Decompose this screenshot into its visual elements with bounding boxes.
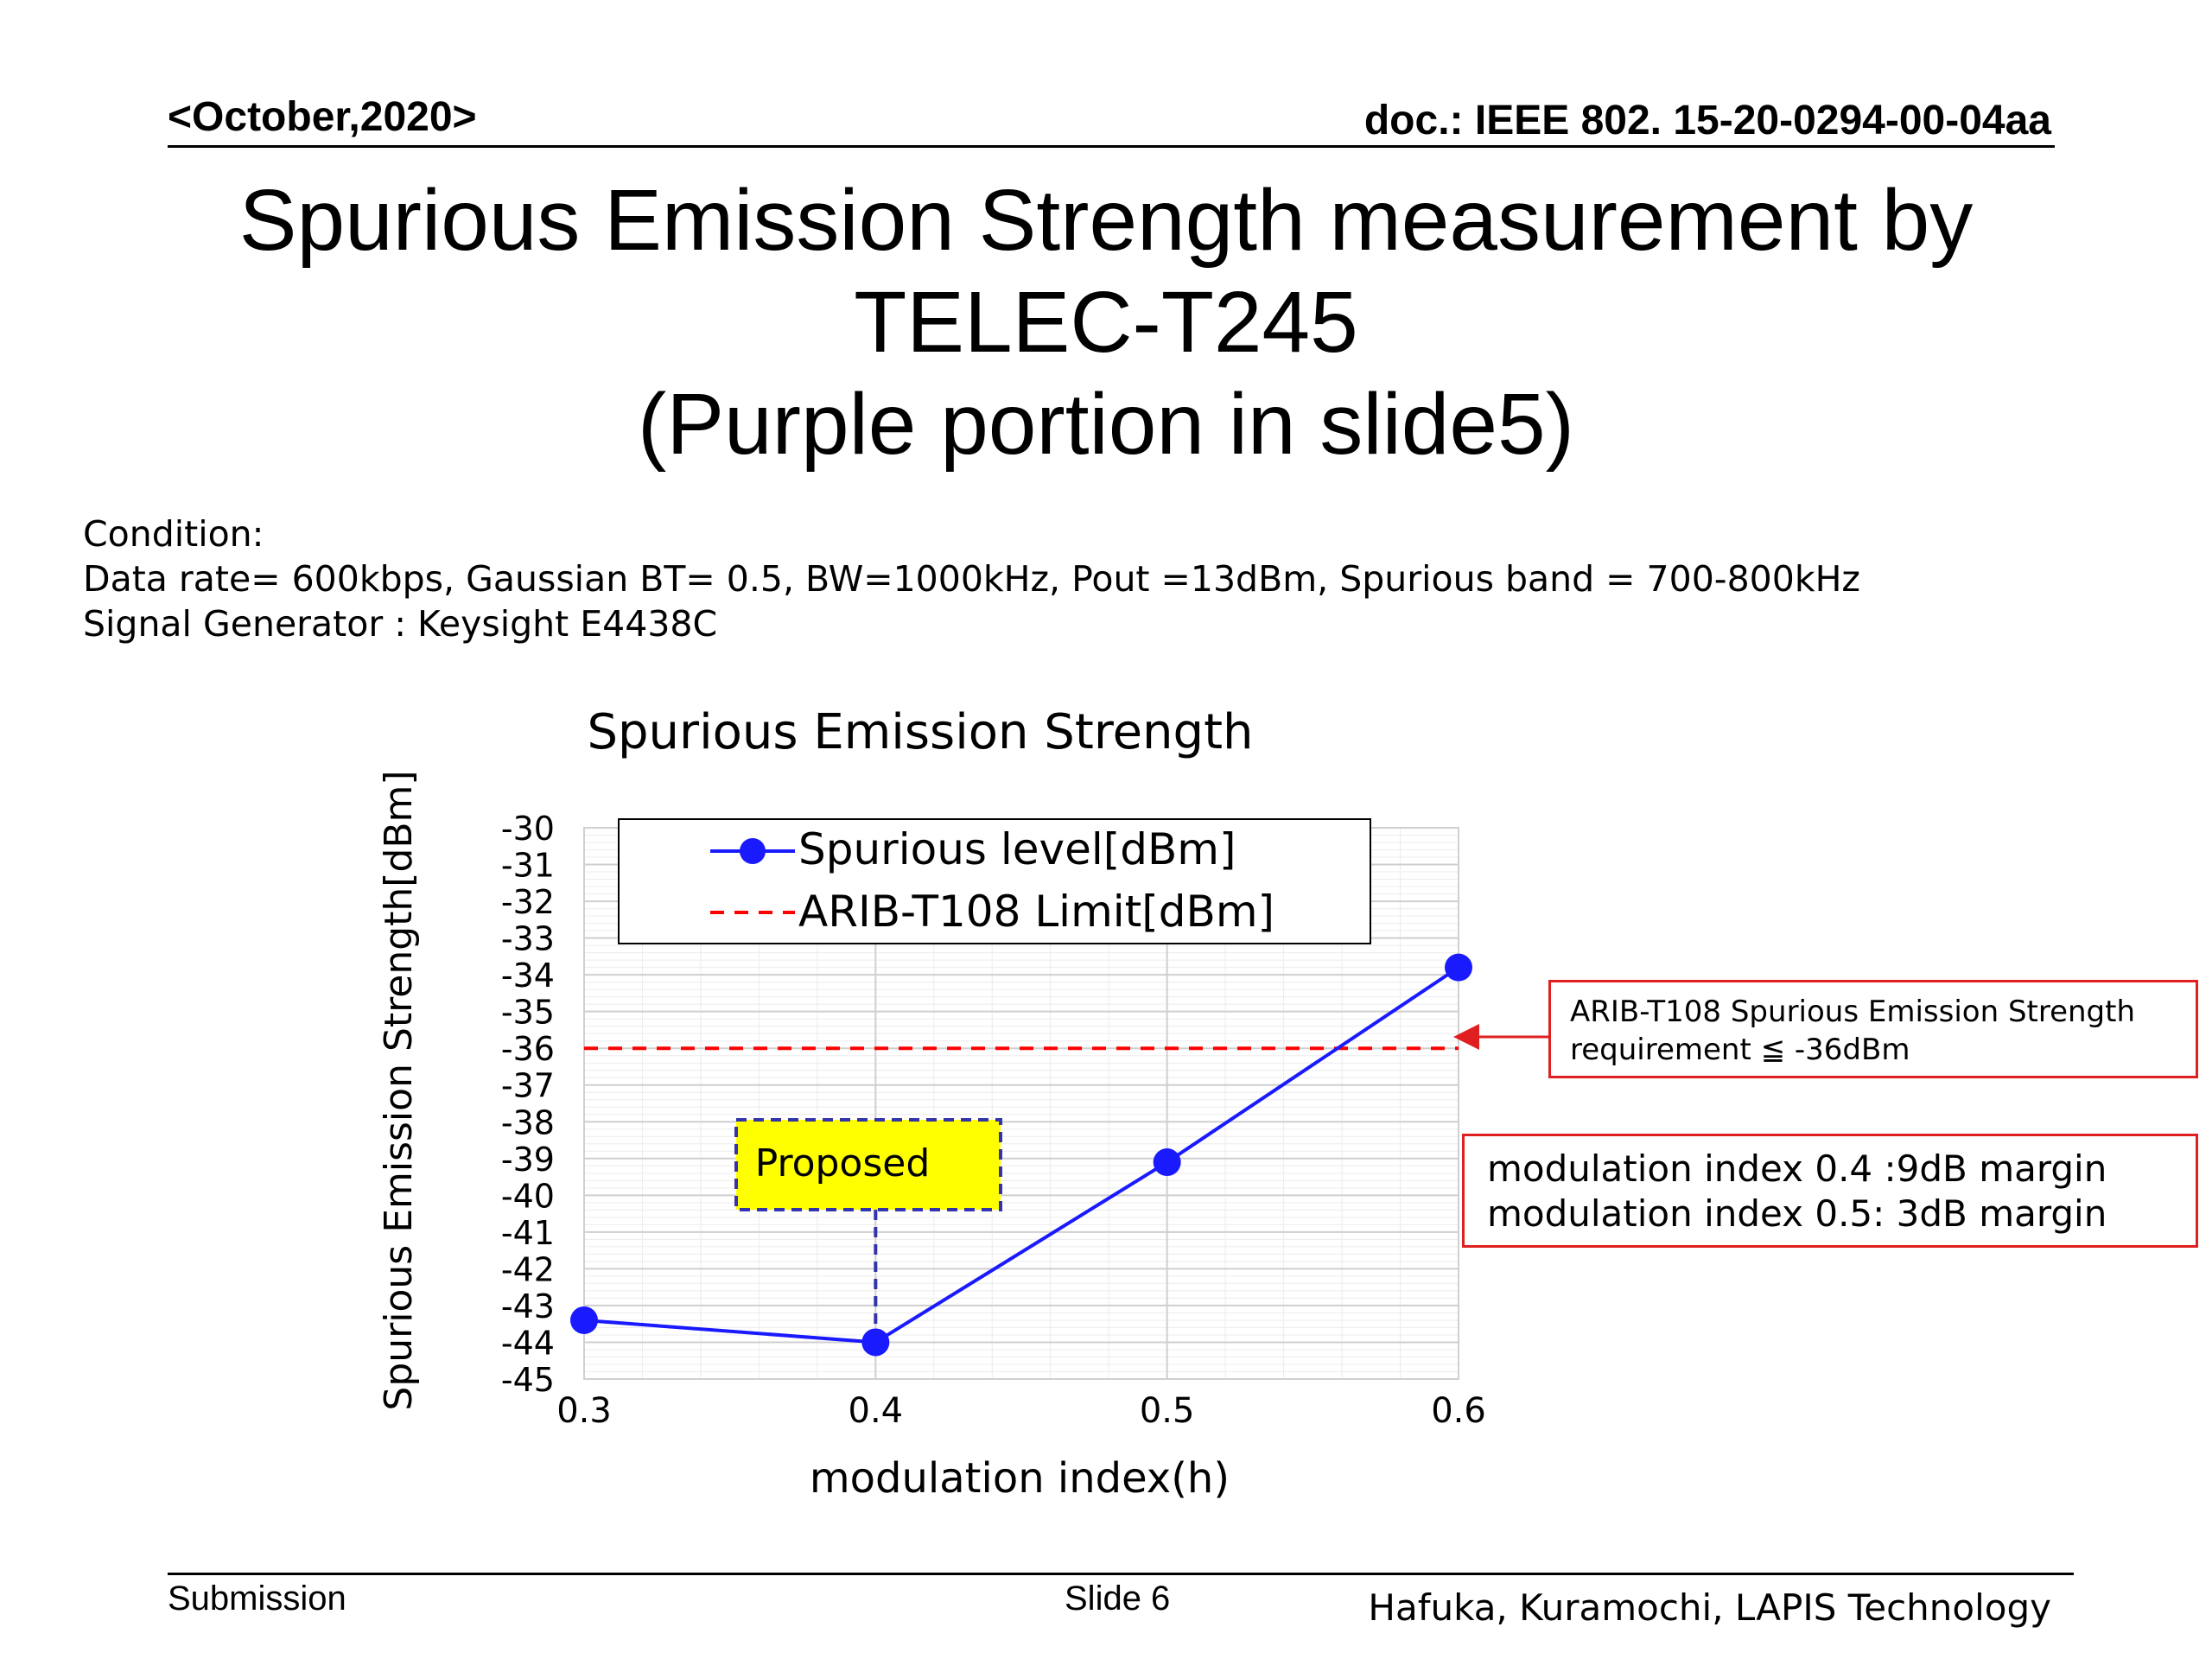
conditions-heading: Condition: xyxy=(83,513,264,555)
x-tick-label: 0.5 xyxy=(1140,1391,1195,1431)
y-tick-label: -42 xyxy=(501,1250,555,1288)
chart-title: Spurious Emission Strength xyxy=(587,704,1253,760)
spurious-level-point xyxy=(1153,1148,1181,1177)
chart-legend: Spurious level[dBm] ARIB-T108 Limit[dBm] xyxy=(618,818,1371,944)
test-conditions: Condition: Data rate= 600kbps, Gaussian … xyxy=(83,512,1860,646)
slide-title-line-2: TELEC-T245 xyxy=(854,274,1358,371)
header-date: <October,2020> xyxy=(168,94,477,140)
conditions-parameters: Data rate= 600kbps, Gaussian BT= 0.5, BW… xyxy=(83,558,1860,600)
requirement-note-line-1: ARIB-T108 Spurious Emission Strength xyxy=(1570,995,2136,1029)
y-tick-label: -34 xyxy=(501,957,555,995)
spurious-level-point xyxy=(570,1306,598,1334)
y-tick-label: -35 xyxy=(501,994,555,1032)
proposed-box xyxy=(734,1118,1002,1211)
y-tick-label: -32 xyxy=(501,883,555,921)
y-tick-label: -37 xyxy=(501,1067,555,1105)
y-tick-label: -41 xyxy=(501,1214,555,1252)
footer-submission: Submission xyxy=(168,1580,346,1618)
y-tick-label: -44 xyxy=(501,1324,555,1362)
slide-title-line-3: (Purple portion in slide5) xyxy=(638,376,1574,473)
spurious-level-point xyxy=(861,1328,890,1357)
slide-title-line-1: Spurious Emission Strength measurement b… xyxy=(238,172,1974,269)
requirement-note-line-2: requirement ≦ -36dBm xyxy=(1570,1033,1910,1067)
x-tick-label: 0.6 xyxy=(1431,1391,1486,1431)
proposed-label: Proposed xyxy=(755,1141,931,1185)
footer-slide-number: Slide 6 xyxy=(1065,1580,1171,1618)
spurious-level-line xyxy=(583,965,1460,1344)
slide-title: Spurious Emission Strength measurement b… xyxy=(0,169,2212,475)
header-divider xyxy=(168,145,2055,148)
legend-spurious-label: Spurious level[dBm] xyxy=(798,824,1236,874)
legend-spurious-swatch-marker xyxy=(740,838,766,864)
margin-note: modulation index 0.4 :9dB margin modulat… xyxy=(1462,1134,2198,1248)
requirement-note: ARIB-T108 Spurious Emission Strength req… xyxy=(1548,980,2198,1078)
x-axis-label: modulation index(h) xyxy=(810,1454,1230,1503)
conditions-signal-generator: Signal Generator : Keysight E4438C xyxy=(83,603,718,645)
header-doc-id: doc.: IEEE 802. 15-20-0294-00-04aa xyxy=(1363,98,2051,143)
y-tick-label: -43 xyxy=(501,1287,555,1325)
footer-divider xyxy=(168,1573,2074,1575)
legend-box xyxy=(618,818,1371,944)
x-tick-label: 0.3 xyxy=(556,1391,612,1431)
chart-series xyxy=(570,953,1472,1357)
y-tick-label: -31 xyxy=(501,847,555,885)
y-tick-label: -36 xyxy=(501,1030,555,1068)
y-tick-label: -39 xyxy=(501,1141,555,1179)
margin-note-line-2: modulation index 0.5: 3dB margin xyxy=(1487,1192,2107,1235)
y-tick-label: -33 xyxy=(501,920,555,958)
footer-authors: Hafuka, Kuramochi, LAPIS Technology xyxy=(1368,1586,2051,1629)
y-tick-label: -38 xyxy=(501,1103,555,1141)
legend-limit-label: ARIB-T108 Limit[dBm] xyxy=(798,887,1274,937)
x-tick-label: 0.4 xyxy=(849,1391,904,1431)
margin-note-line-1: modulation index 0.4 :9dB margin xyxy=(1487,1147,2107,1190)
y-axis-label: Spurious Emission Strength[dBm] xyxy=(377,770,421,1410)
y-axis-tick-labels: -30-31-32-33-34-35-36-37-38-39-40-41-42-… xyxy=(501,810,555,1399)
proposed-annotation: Proposed xyxy=(734,1118,1002,1329)
y-tick-label: -40 xyxy=(501,1177,555,1215)
spurious-level-point xyxy=(1445,953,1472,982)
y-tick-label: -30 xyxy=(501,810,555,848)
y-tick-label: -45 xyxy=(501,1361,555,1399)
x-axis-tick-labels: 0.3 0.4 0.5 0.6 xyxy=(556,1391,1486,1431)
